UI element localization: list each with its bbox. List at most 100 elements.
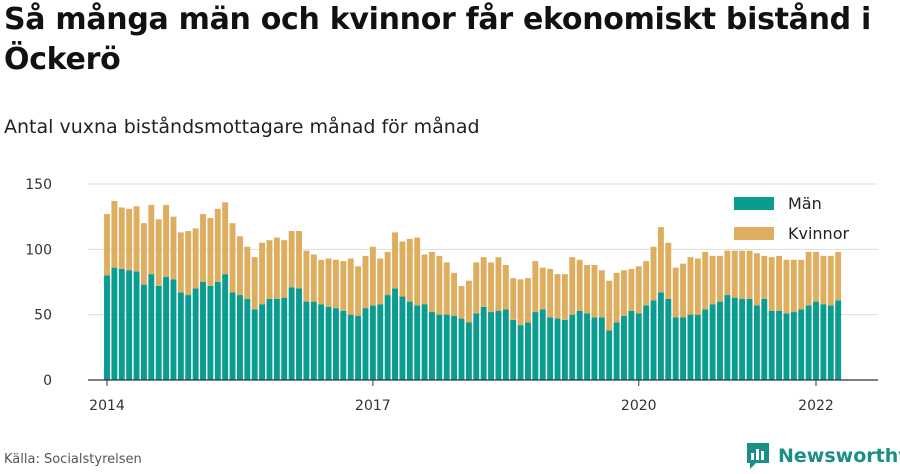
bar-women [635,266,642,314]
bar-men [724,295,731,380]
bar-men [369,305,376,380]
bar-women [724,250,731,296]
bar-women [480,257,487,307]
bar-men [480,306,487,380]
legend-label-women: Kvinnor [788,224,849,243]
bar-women [643,261,650,306]
x-tick-label: 2022 [798,398,834,414]
bar-men [126,270,133,380]
bar-women [813,251,819,302]
bar-men [776,310,783,380]
bar-women [820,255,827,305]
bar-men [488,312,494,380]
bar-men [244,298,251,380]
bar-men [177,292,184,380]
x-tick-label: 2014 [89,398,125,414]
bar-men [650,300,657,380]
bar-men [192,288,199,380]
bar-men [495,310,502,380]
bar-women [355,266,362,316]
bar-women [510,278,517,320]
bar-women [465,280,472,323]
bar-women [761,255,768,299]
bar-men [214,282,221,380]
bar-women [827,255,834,306]
bar-women [753,253,760,306]
bar-men [318,304,325,380]
bar-men [355,315,362,380]
bar-men [517,325,524,380]
bar-women [628,268,635,311]
bar-women [421,254,428,305]
bar-men [717,301,723,380]
bar-women [768,257,775,311]
bar-women [776,255,783,311]
bar-men [473,313,480,380]
bar-women [798,259,805,310]
bar-women [318,259,325,305]
bar-women [214,208,221,282]
bar-series [104,200,842,380]
bar-women [207,217,214,286]
bar-men [709,304,716,380]
bar-men [657,292,664,380]
bar-men [694,314,701,380]
bar-women [680,263,687,318]
bar-men [835,300,842,380]
newsworthy-brand[interactable]: Newsworthy [745,441,900,471]
bar-women [222,202,229,275]
bar-men [731,297,738,380]
bar-women [266,240,273,299]
bar-women [731,250,738,298]
x-tick-label: 2017 [355,398,391,414]
bar-women [473,262,480,314]
bar-women [687,257,694,315]
bar-men [229,292,236,380]
bar-women [414,237,421,306]
bar-women [303,250,310,302]
bar-women [561,274,568,320]
bar-women [133,206,140,272]
bar-women [532,261,539,313]
bar-men [207,285,214,380]
bar-women [104,214,110,276]
bar-men [118,268,125,380]
bar-men [621,315,627,380]
bar-women [288,231,295,288]
bar-men [672,317,679,380]
y-tick-label: 50 [34,308,52,324]
bar-men [458,318,465,380]
bar-men [429,312,435,380]
bar-men [532,312,539,380]
bar-women [273,237,280,299]
bar-men [635,313,642,380]
bar-women [296,231,302,289]
bar-women [783,259,790,314]
bar-women [244,246,251,299]
bar-men [554,318,561,380]
bar-men [827,305,834,380]
bar-women [392,232,398,289]
bar-women [517,279,524,326]
bar-women [458,285,465,319]
bar-women [148,204,155,275]
bar-men [569,314,576,380]
bar-women [554,274,561,319]
bar-men [222,274,229,380]
bar-men [813,301,819,380]
bar-men [525,322,531,380]
brand-name: Newsworthy [778,445,900,467]
bar-women [606,280,613,331]
bar-women [126,208,133,271]
bar-men [185,295,192,380]
bar-women [384,251,391,296]
bar-men [761,298,768,380]
bar-men [783,313,790,380]
bar-women [332,259,339,309]
bar-women [672,267,679,318]
bar-men [296,288,302,380]
bar-women [170,216,177,280]
bar-women [547,268,554,318]
bar-women [525,278,531,323]
